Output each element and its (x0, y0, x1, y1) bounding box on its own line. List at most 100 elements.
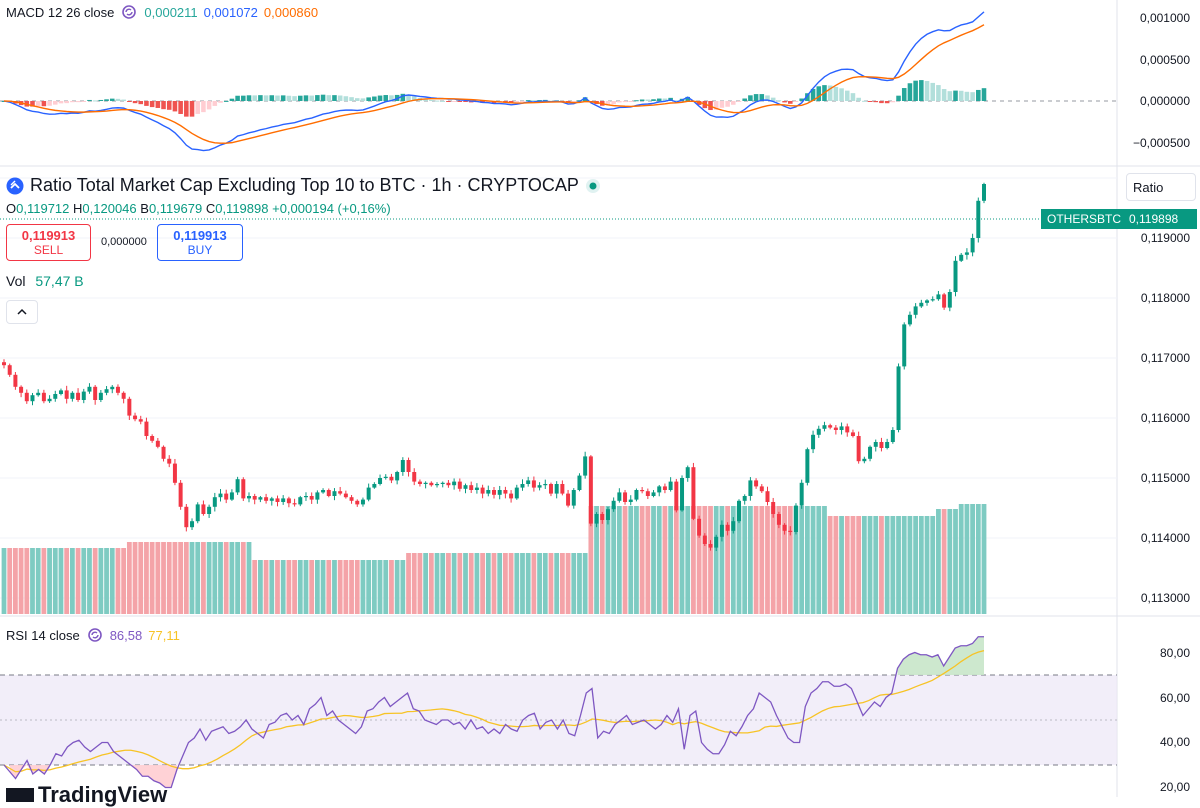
volume-bar (930, 516, 936, 614)
buy-button[interactable]: 0,119913 BUY (157, 224, 243, 261)
volume-bar (685, 506, 691, 614)
volume-bar (269, 560, 275, 614)
volume-bar (588, 506, 594, 614)
candle-body (275, 498, 280, 502)
macd-histogram-bar (685, 96, 690, 101)
candle-body (976, 200, 981, 238)
macd-histogram-bar (981, 88, 987, 101)
candle-body (531, 480, 536, 488)
volume-bar (411, 553, 417, 614)
sell-button[interactable]: 0,119913 SELL (6, 224, 91, 261)
volume-bar (371, 560, 377, 614)
macd-histogram-bar (127, 101, 132, 102)
volume-bar (7, 548, 13, 614)
scale-mode-button[interactable]: Ratio (1126, 173, 1196, 201)
macd-histogram-bar (360, 98, 366, 101)
volume-bar (833, 516, 839, 614)
candle-body (554, 484, 559, 494)
candle-body (925, 300, 930, 303)
volume-bar (218, 542, 223, 614)
macd-histogram-bar (235, 95, 240, 101)
chart-title[interactable]: Ratio Total Market Cap Excluding Top 10 … (6, 175, 601, 196)
volume-bar (354, 560, 360, 614)
volume-bar (474, 553, 480, 614)
volume-bar (246, 542, 252, 614)
macd-histogram-bar (155, 101, 161, 108)
macd-histogram-bar (212, 101, 218, 106)
candle-body (691, 467, 696, 519)
macd-histogram-bar (514, 101, 520, 103)
volume-legend: Vol 57,47 B (6, 273, 84, 289)
settings-icon[interactable] (86, 626, 104, 644)
macd-histogram-bar (520, 101, 525, 102)
candle-body (731, 521, 736, 531)
macd-histogram-bar (736, 101, 742, 102)
volume-value: 57,47 B (35, 273, 84, 289)
volume-bar (30, 548, 35, 614)
macd-histogram-bar (833, 86, 839, 101)
candle-body (754, 480, 759, 487)
macd-histogram-bar (41, 101, 47, 107)
macd-histogram-bar (924, 80, 930, 101)
candle-body (298, 497, 303, 505)
candle-body (235, 479, 240, 493)
candle-body (833, 427, 838, 430)
candle-body (7, 365, 12, 375)
candle-body (634, 490, 639, 500)
volume-bar (958, 504, 964, 614)
volume-bar (622, 506, 628, 614)
candle-body (964, 252, 969, 255)
volume-bar (178, 542, 184, 614)
volume-bar (377, 560, 383, 614)
candle-body (355, 500, 360, 505)
candle-body (457, 481, 462, 489)
volume-bar (309, 560, 315, 614)
macd-histogram-bar (383, 95, 389, 101)
volume-bar (668, 506, 674, 614)
macd-histogram-bar (577, 100, 582, 102)
candle-body (788, 530, 793, 532)
volume-bar (599, 506, 605, 614)
volume-bar (554, 553, 560, 614)
low-value: 0,119679 (148, 201, 203, 216)
macd-histogram-bar (862, 100, 867, 102)
macd-histogram-bar (258, 95, 263, 101)
volume-bar (514, 553, 520, 614)
settings-icon[interactable] (120, 3, 138, 21)
volume-bar (503, 553, 508, 614)
volume-bar (155, 542, 161, 614)
price-axis-tick: 0,114000 (1141, 531, 1190, 545)
macd-histogram-bar (816, 86, 822, 101)
candle-body (805, 449, 810, 483)
candle-body (759, 486, 764, 492)
volume-bar (212, 542, 218, 614)
volume-bar (702, 506, 708, 614)
macd-histogram-bar (241, 95, 246, 101)
candle-body (258, 497, 263, 500)
volume-bar (121, 548, 127, 614)
candle-body (127, 398, 132, 416)
volume-bar (776, 506, 782, 614)
candle-body (469, 485, 474, 490)
volume-bar (320, 560, 326, 614)
rsi-line (3, 636, 984, 789)
candle-body (309, 496, 314, 500)
macd-histogram-bar (149, 101, 155, 108)
volume-bar (480, 553, 485, 614)
macd-histogram-bar (326, 95, 332, 101)
macd-histogram-bar (201, 101, 206, 113)
macd-histogram-bar (947, 91, 953, 101)
high-value: 0,120046 (82, 201, 137, 216)
volume-bar (400, 560, 406, 614)
candle-body (588, 456, 593, 524)
macd-histogram-bar (634, 100, 639, 102)
collapse-legend-button[interactable] (6, 300, 38, 324)
volume-bar (696, 506, 702, 614)
candle-body (121, 392, 126, 399)
price-tag: 0,119898 (1123, 209, 1197, 229)
candle-body (548, 484, 553, 494)
macd-histogram-bar (121, 99, 126, 101)
macd-histogram-bar (172, 101, 178, 112)
macd-histogram-bar (765, 95, 770, 101)
